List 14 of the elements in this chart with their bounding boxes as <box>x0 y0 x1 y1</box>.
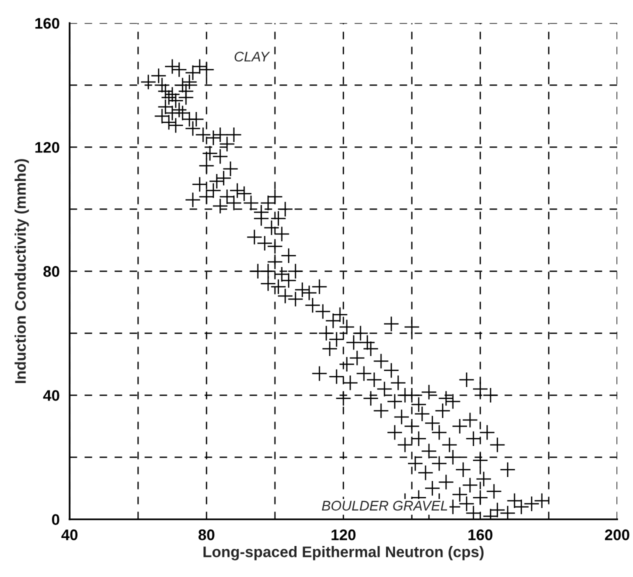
x-tick-label: 160 <box>468 529 492 540</box>
annotation: BOULDER GRAVEL <box>322 500 448 511</box>
x-tick-label: 120 <box>332 529 356 540</box>
y-axis-title: Induction Conductivity (mmho) <box>14 159 29 384</box>
y-tick-label: 120 <box>35 142 60 153</box>
y-tick-label: 80 <box>43 266 60 277</box>
x-tick-label: 80 <box>198 529 214 540</box>
y-tick-label: 0 <box>52 514 60 525</box>
x-tick-label: 200 <box>604 529 630 540</box>
x-axis-title: Long-spaced Epithermal Neutron (cps) <box>204 546 484 560</box>
x-tick-label: 40 <box>61 529 78 540</box>
y-tick-label: 160 <box>35 18 60 29</box>
annotation: CLAY <box>234 52 270 62</box>
y-tick-label: 40 <box>43 390 60 401</box>
